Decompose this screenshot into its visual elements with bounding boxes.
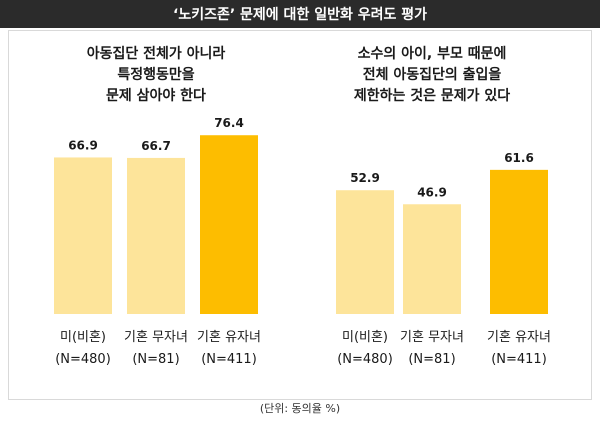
category-label: 미(비혼): [60, 330, 106, 345]
bar: [200, 135, 258, 314]
panel-title-line: 아동집단 전체가 아니라: [87, 45, 226, 62]
category-label: 기혼 무자녀: [400, 330, 464, 345]
bar-value-label: 46.9: [417, 185, 447, 199]
panel-title-line: 소수의 아이, 부모 때문에: [358, 45, 507, 62]
panel-title-line: 전체 아동집단의 출입을: [363, 66, 502, 83]
category-sample-size: (N=411): [201, 352, 257, 367]
bar-value-label: 66.7: [141, 139, 171, 153]
category-label: 미(비혼): [342, 330, 388, 345]
category-sample-size: (N=411): [491, 352, 547, 367]
panel-title-line: 특정행동만을: [117, 66, 194, 83]
bar: [490, 169, 548, 314]
bar-value-label: 52.9: [350, 171, 380, 185]
unit-note: (단위: 동의율 %): [259, 402, 341, 415]
chart-frame: [8, 30, 592, 400]
panel-title-line: 제한하는 것은 문제가 있다: [354, 87, 510, 104]
category-sample-size: (N=480): [55, 352, 111, 367]
category-label: 기혼 유자녀: [487, 330, 551, 345]
category-label: 기혼 유자녀: [197, 330, 261, 345]
bar: [336, 190, 394, 314]
category-label: 기혼 무자녀: [124, 330, 188, 345]
bar-value-label: 76.4: [214, 116, 244, 130]
bar: [403, 204, 461, 314]
category-sample-size: (N=81): [132, 352, 179, 367]
bar: [127, 157, 185, 314]
chart-title-bar: ‘노키즈존’ 문제에 대한 일반화 우려도 평가: [0, 0, 600, 28]
category-sample-size: (N=480): [337, 352, 393, 367]
bar-value-label: 66.9: [68, 138, 98, 152]
bar-value-label: 61.6: [504, 151, 534, 165]
page-title: ‘노키즈존’ 문제에 대한 일반화 우려도 평가: [173, 7, 427, 23]
panel-title-line: 문제 삼아야 한다: [106, 87, 206, 104]
category-sample-size: (N=81): [408, 352, 455, 367]
bar: [54, 157, 112, 314]
